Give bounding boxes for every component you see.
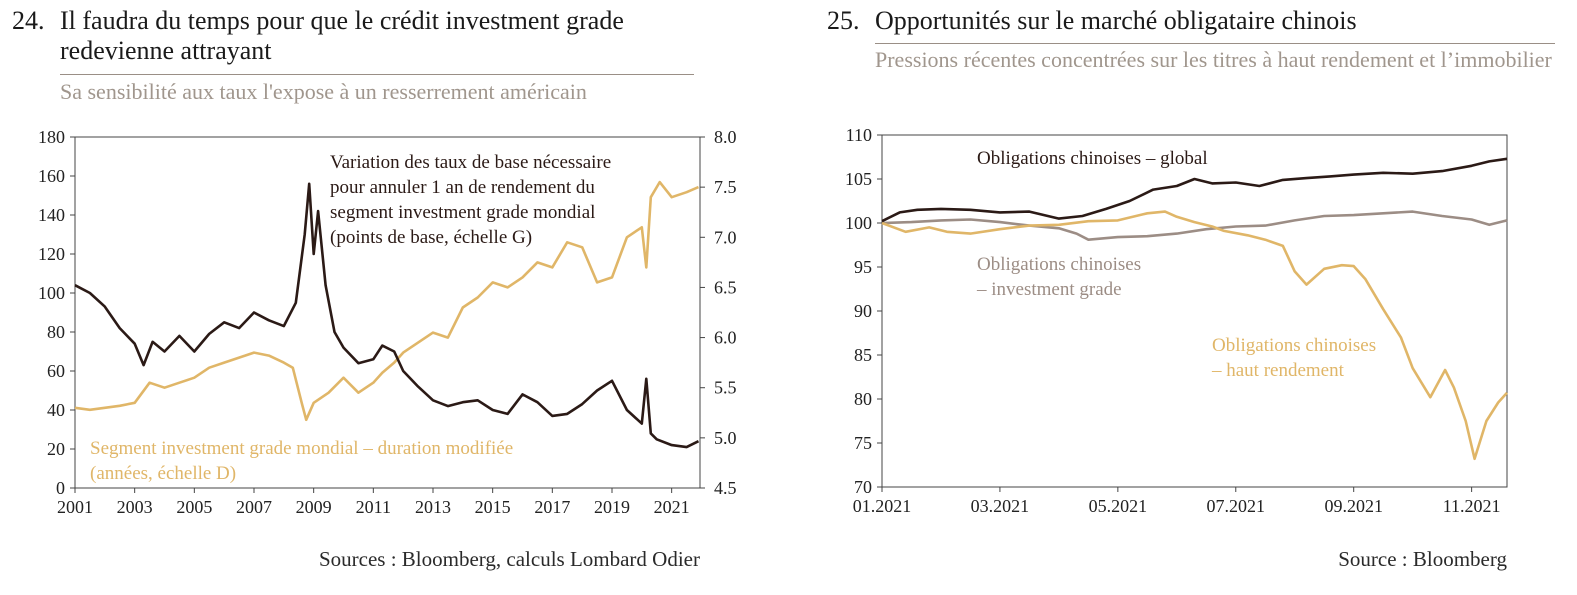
y-right-tick-label: 6.0 bbox=[714, 328, 737, 348]
y-left-tick-label: 140 bbox=[38, 205, 65, 225]
series-line-high-yield bbox=[881, 210, 1508, 461]
series-label-investment-grade: Obligations chinoises bbox=[977, 254, 1141, 275]
x-tick-label: 2011 bbox=[356, 497, 391, 517]
figure-source: Source : Bloomberg bbox=[1338, 547, 1507, 571]
series-label-duration: (années, échelle D) bbox=[90, 463, 236, 484]
y-tick-label: 75 bbox=[854, 433, 872, 453]
y-left-tick-label: 20 bbox=[47, 439, 65, 459]
title-divider bbox=[875, 43, 1555, 44]
x-tick-label: 2001 bbox=[57, 497, 93, 517]
x-tick-label: 03.2021 bbox=[971, 496, 1030, 516]
x-tick-label: 07.2021 bbox=[1207, 496, 1266, 516]
y-right-tick-label: 5.0 bbox=[714, 428, 737, 448]
figure-subtitle: Sa sensibilité aux taux l'expose à un re… bbox=[60, 79, 587, 104]
series-line-rate-change bbox=[74, 182, 700, 449]
figure-number: 25. bbox=[827, 6, 860, 35]
y-right-tick-label: 7.0 bbox=[714, 227, 737, 247]
x-tick-label: 2019 bbox=[594, 497, 630, 517]
y-left-tick-label: 160 bbox=[38, 166, 65, 186]
plot-frame bbox=[881, 134, 1508, 488]
x-tick-label: 01.2021 bbox=[853, 496, 912, 516]
y-right-tick-label: 5.5 bbox=[714, 378, 737, 398]
title-divider bbox=[60, 74, 694, 75]
x-tick-label: 2009 bbox=[296, 497, 332, 517]
figure-title: Opportunités sur le marché obligataire c… bbox=[875, 6, 1357, 35]
y-left-tick-label: 180 bbox=[38, 127, 65, 147]
y-right-tick-label: 6.5 bbox=[714, 277, 737, 297]
chart-panel-24: 24. Il faudra du temps pour que le crédi… bbox=[0, 0, 737, 595]
plot-frame bbox=[74, 136, 701, 489]
series-label-rate-change: (points de base, échelle G) bbox=[330, 227, 532, 248]
chart-panel-25: 25. Opportunités sur le marché obligatai… bbox=[815, 0, 1577, 595]
y-tick-label: 100 bbox=[845, 213, 872, 233]
y-left-tick-label: 0 bbox=[56, 478, 65, 498]
series-label-investment-grade: – investment grade bbox=[976, 279, 1122, 300]
y-left-tick-label: 40 bbox=[47, 400, 65, 420]
line-chart-25: 70 75 80 85 90 95 100 105 110 01.2021 03.2021 05.20… bbox=[845, 125, 1508, 516]
line-chart-24: 0 20 40 60 80 100 120 140 160 180 4.5 5.0 5.5 6.0 6.5 7… bbox=[38, 127, 737, 517]
y-left-tick-label: 120 bbox=[38, 244, 65, 264]
figure-number: 24. bbox=[12, 6, 45, 35]
y-left-tick-label: 100 bbox=[38, 283, 65, 303]
y-tick-label: 95 bbox=[854, 257, 872, 277]
y-left-tick-label: 80 bbox=[47, 322, 65, 342]
x-tick-label: 2005 bbox=[176, 497, 212, 517]
series-label-rate-change: pour annuler 1 an de rendement du bbox=[330, 177, 595, 198]
y-right-tick-label: 4.5 bbox=[714, 478, 737, 498]
x-tick-label: 2015 bbox=[475, 497, 511, 517]
series-line-global bbox=[881, 157, 1508, 223]
figure-subtitle: Pressions récentes concentrées sur les t… bbox=[875, 47, 1552, 72]
y-tick-label: 85 bbox=[854, 345, 872, 365]
series-label-duration: Segment investment grade mondial – durat… bbox=[90, 438, 513, 459]
series-label-rate-change: Variation des taux de base nécessaire bbox=[330, 152, 611, 173]
series-label-global: Obligations chinoises – global bbox=[977, 148, 1208, 169]
x-tick-label: 2013 bbox=[415, 497, 451, 517]
y-tick-label: 80 bbox=[854, 389, 872, 409]
y-left-tick-label: 60 bbox=[47, 361, 65, 381]
series-line-duration bbox=[74, 180, 700, 422]
y-tick-label: 70 bbox=[854, 477, 872, 497]
y-tick-label: 110 bbox=[846, 125, 872, 145]
y-tick-label: 90 bbox=[854, 301, 872, 321]
series-line-investment-grade bbox=[881, 210, 1508, 241]
x-tick-label: 2017 bbox=[534, 497, 570, 517]
series-label-high-yield: – haut rendement bbox=[1211, 360, 1345, 381]
series-label-rate-change: segment investment grade mondial bbox=[330, 202, 595, 223]
x-tick-label: 05.2021 bbox=[1089, 496, 1148, 516]
x-tick-label: 11.2021 bbox=[1443, 496, 1501, 516]
x-tick-label: 2003 bbox=[117, 497, 153, 517]
y-right-tick-label: 8.0 bbox=[714, 127, 737, 147]
x-tick-label: 2007 bbox=[236, 497, 272, 517]
series-label-high-yield: Obligations chinoises bbox=[1212, 335, 1376, 356]
y-right-tick-label: 7.5 bbox=[714, 177, 737, 197]
x-tick-label: 09.2021 bbox=[1324, 496, 1383, 516]
x-tick-label: 2021 bbox=[654, 497, 690, 517]
figure-source: Sources : Bloomberg, calculs Lombard Odi… bbox=[318, 547, 700, 571]
y-tick-label: 105 bbox=[845, 169, 872, 189]
figure-title: Il faudra du temps pour que le crédit in… bbox=[60, 6, 624, 65]
